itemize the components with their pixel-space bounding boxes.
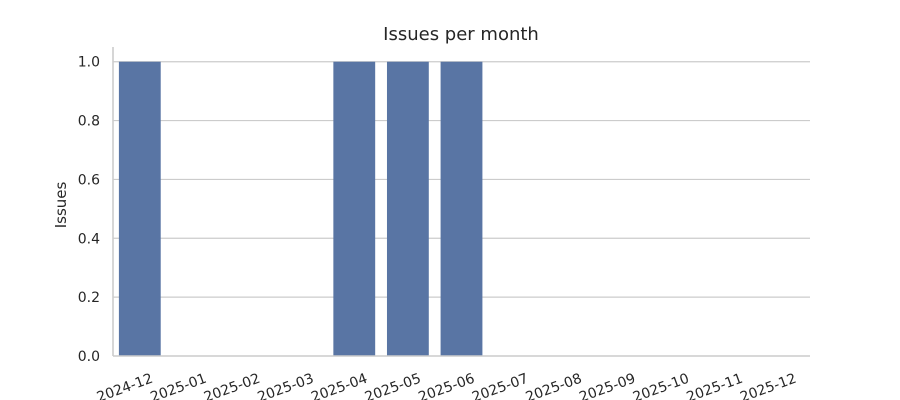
y-tick-labels: 0.0 0.2 0.4 0.6 0.8 1.0 — [78, 55, 100, 365]
bar-2024-12 — [118, 61, 161, 356]
x-tick-label: 2024-12 — [95, 371, 155, 400]
x-tick-label: 2025-10 — [631, 371, 691, 400]
x-tick-label: 2025-08 — [524, 371, 584, 400]
x-tick-label: 2025-03 — [256, 371, 316, 400]
x-tick-label: 2025-02 — [202, 371, 262, 400]
x-tick-label: 2025-07 — [470, 371, 530, 400]
bar-2025-06 — [440, 61, 483, 356]
bar-2025-04 — [333, 61, 376, 356]
x-tick-label: 2025-09 — [577, 371, 637, 400]
y-tick-label: 1.0 — [78, 55, 100, 71]
x-tick-label: 2025-06 — [416, 371, 477, 400]
x-tick-label: 2025-05 — [363, 371, 423, 400]
x-tick-label: 2025-01 — [148, 371, 208, 400]
y-tick-label: 0.0 — [78, 349, 100, 365]
chart-title: Issues per month — [383, 24, 539, 45]
y-tick-label: 0.6 — [78, 172, 100, 188]
y-tick-label: 0.8 — [78, 114, 100, 130]
x-tick-label: 2025-12 — [738, 371, 798, 400]
bar-2025-05 — [386, 61, 429, 356]
x-tick-label: 2025-04 — [309, 371, 370, 400]
bars — [118, 61, 483, 356]
y-axis-label: Issues — [52, 182, 70, 229]
axes-spines — [112, 47, 810, 357]
x-tick-label: 2025-11 — [685, 371, 745, 400]
x-tick-labels: 2024-122025-012025-022025-032025-042025-… — [95, 371, 799, 400]
y-tick-label: 0.4 — [78, 231, 100, 247]
y-tick-label: 0.2 — [78, 290, 100, 306]
